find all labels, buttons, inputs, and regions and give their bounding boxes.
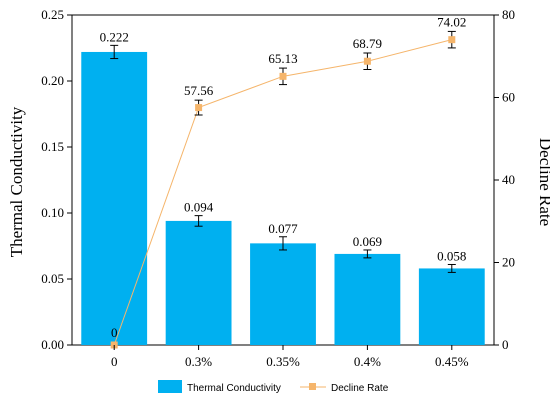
bar-value-label: 0.077: [268, 221, 298, 236]
y-right-tick-label: 0: [502, 337, 509, 352]
legend-swatch-thermal-conductivity: [158, 380, 182, 393]
data-labels: 0.222 0.094 0.077 0.069 0.058 0 57.56 65.13 68.7…: [100, 14, 467, 340]
x-tick-label: 0: [111, 354, 118, 369]
y-left-tick-label: 0.15: [41, 139, 64, 154]
y-left-tick-label: 0.20: [41, 73, 64, 88]
bar-0: [81, 51, 148, 346]
bar-0.45%: [418, 268, 485, 345]
bar-0.3%: [165, 220, 232, 345]
bar-0.35%: [250, 243, 316, 345]
y-left-tick-label: 0.10: [41, 205, 64, 220]
decline-rate-marker: [279, 72, 287, 80]
y-right-tick-label: 60: [502, 90, 515, 105]
bars-layer: [81, 44, 485, 346]
line-value-label: 0: [111, 325, 118, 340]
y-right-tick-label: 20: [502, 255, 515, 270]
line-value-label: 65.13: [268, 51, 297, 66]
line-value-label: 68.79: [353, 36, 382, 51]
y-axis-right-title: Decline Rate: [536, 138, 550, 226]
axes: 0.00 0.05 0.10 0.15 0.20 0.25 0 20 40 60 80 0 0.3% 0.…: [41, 7, 515, 369]
decline-rate-marker: [363, 57, 371, 65]
line-value-label: 74.02: [437, 14, 466, 29]
bar-value-label: 0.222: [100, 29, 129, 44]
x-tick-label: 0.3%: [185, 354, 212, 369]
y-left-tick-label: 0.05: [41, 271, 64, 286]
legend-label-decline-rate: Decline Rate: [331, 383, 389, 394]
decline-rate-marker: [195, 104, 203, 112]
line-value-label: 57.56: [184, 83, 214, 98]
y-axis-left-title: Thermal Conductivity: [7, 106, 26, 257]
x-tick-label: 0.45%: [435, 354, 469, 369]
bar-value-label: 0.069: [353, 234, 382, 249]
legend-label-thermal-conductivity: Thermal Conductivity: [187, 383, 281, 394]
y-right-tick-label: 40: [502, 172, 515, 187]
x-tick-label: 0.35%: [266, 354, 300, 369]
y-left-tick-label: 0.25: [41, 7, 64, 22]
legend-marker-decline-rate: [309, 383, 316, 390]
bar-value-label: 0.058: [437, 248, 466, 263]
bar-0.4%: [334, 253, 401, 345]
y-right-tick-label: 80: [502, 7, 515, 22]
y-left-tick-label: 0.00: [41, 337, 64, 352]
x-tick-label: 0.4%: [354, 354, 381, 369]
legend: Thermal Conductivity Decline Rate: [158, 380, 389, 394]
bar-value-label: 0.094: [184, 200, 214, 215]
decline-rate-marker: [448, 36, 456, 44]
